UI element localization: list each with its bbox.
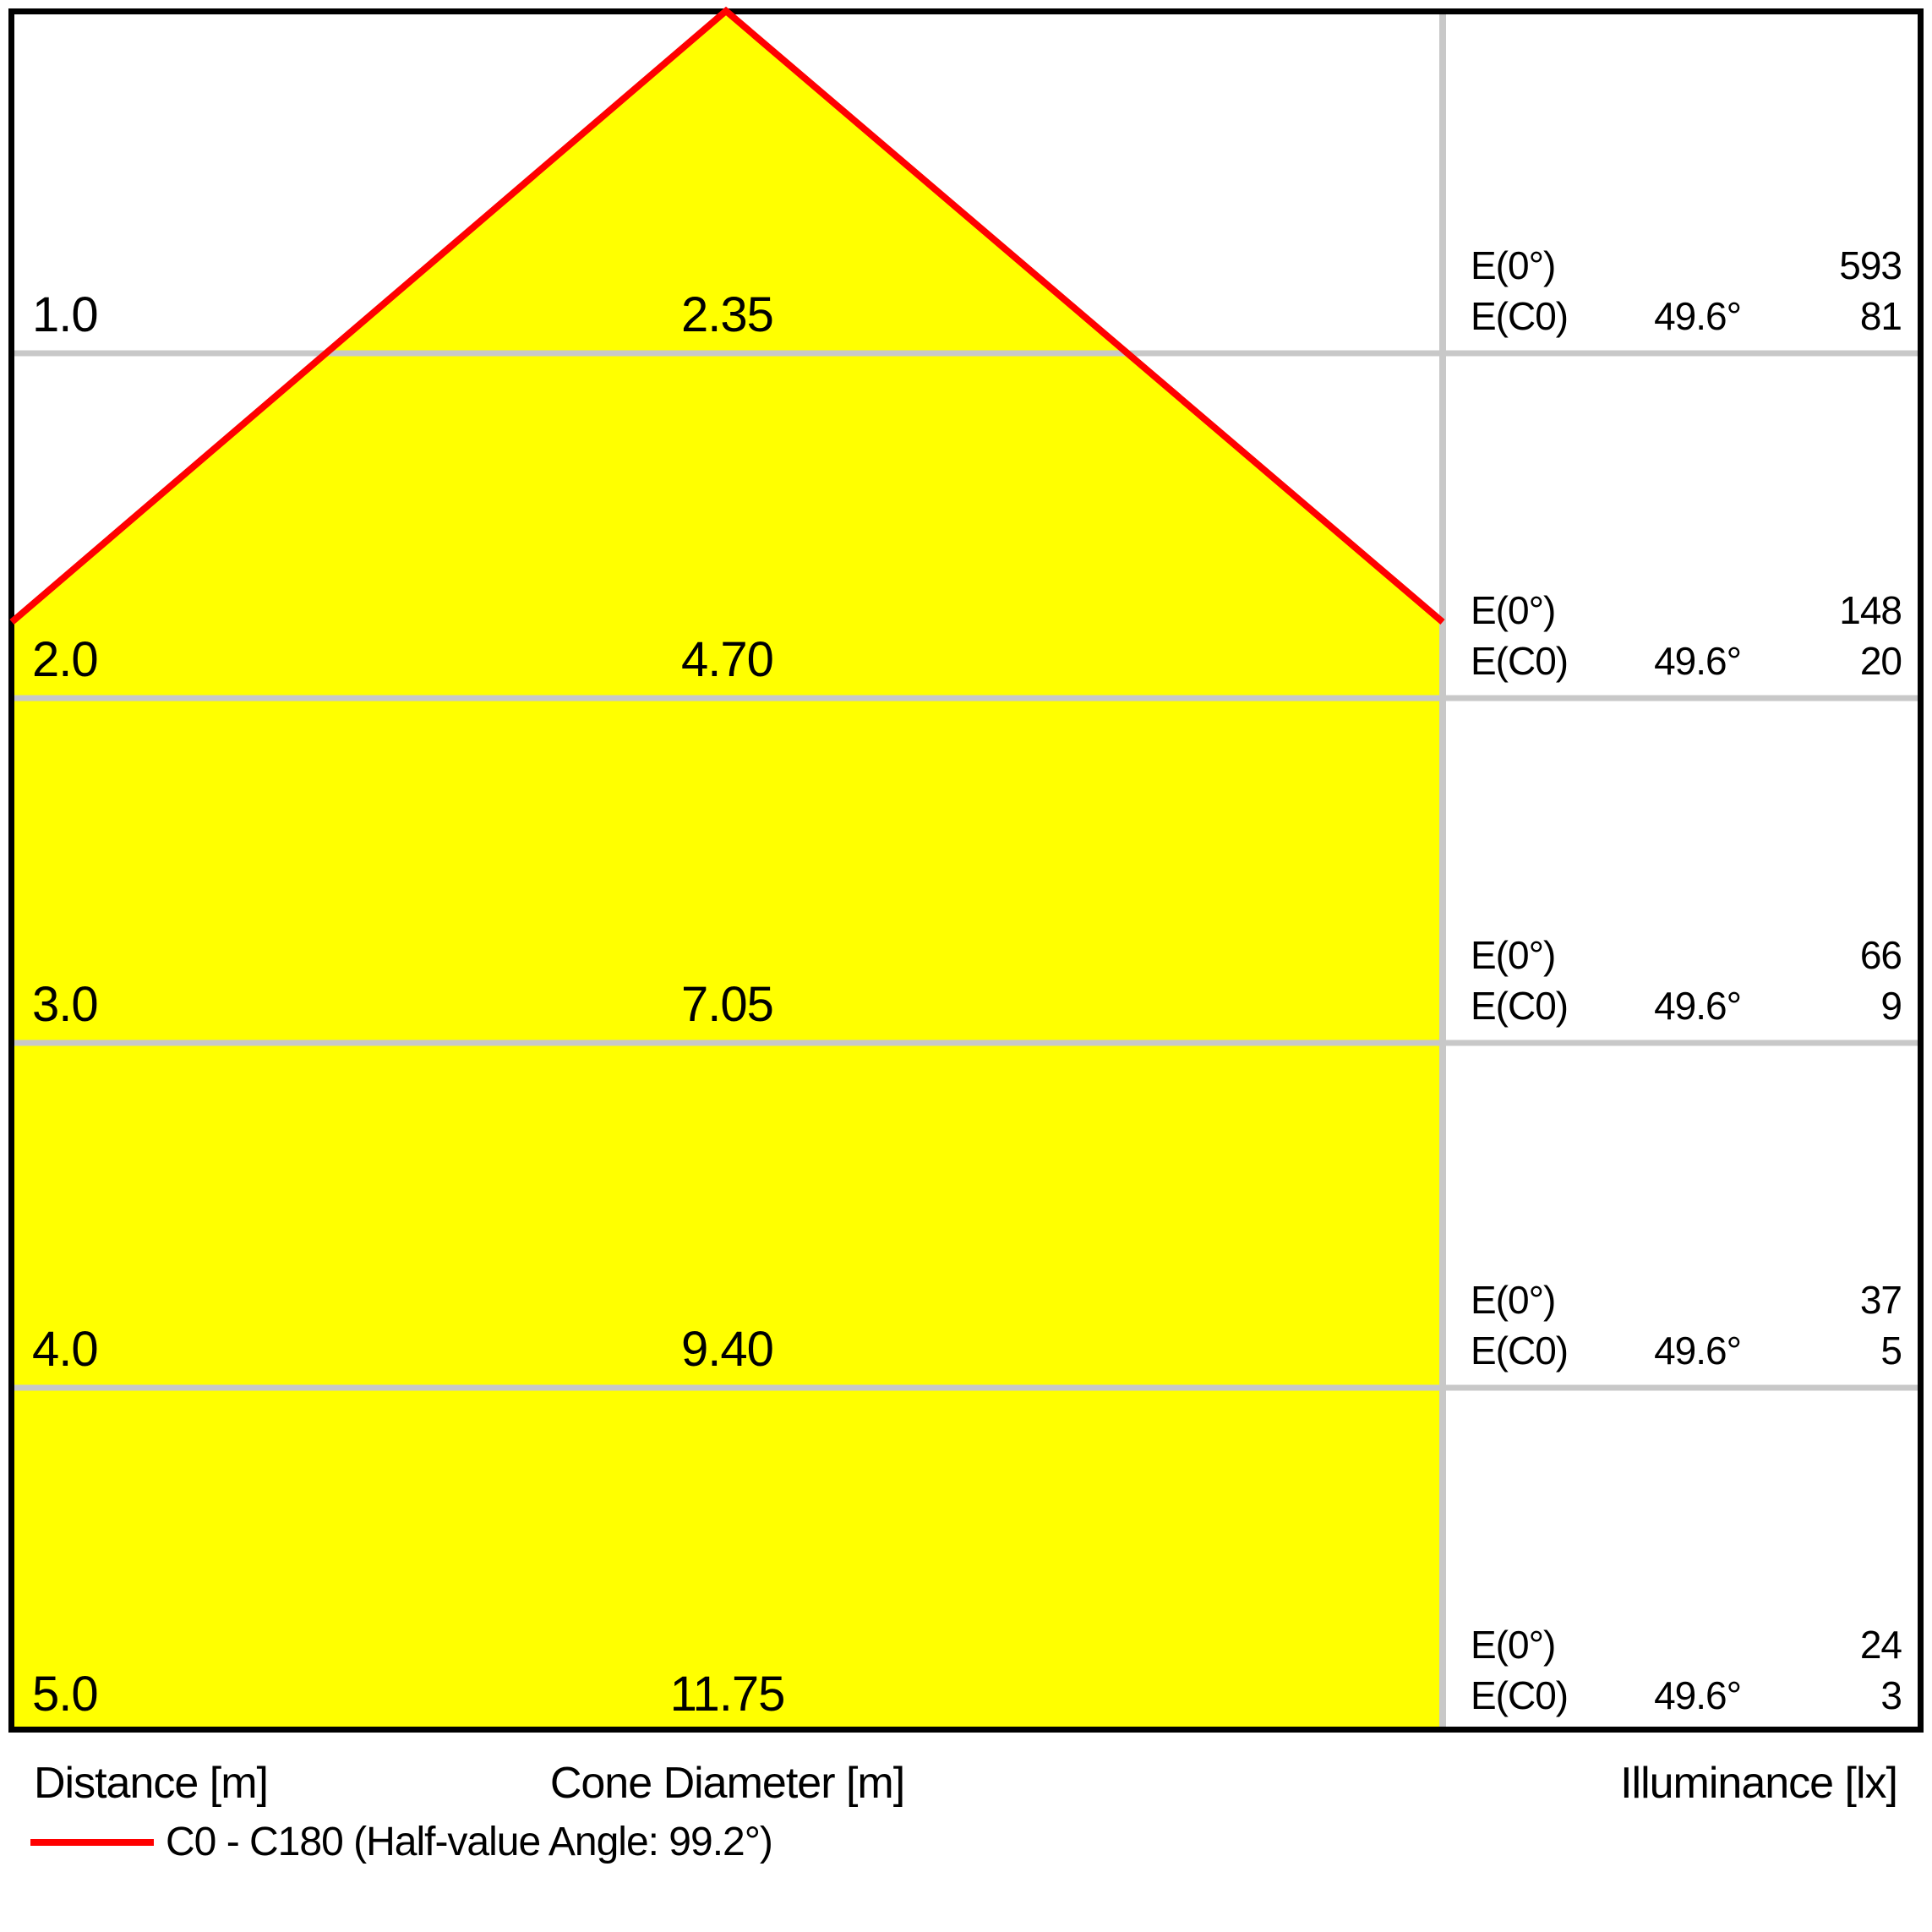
ec0-label: E(C0) bbox=[1471, 294, 1569, 338]
e0-angle bbox=[1614, 1619, 1741, 1670]
illuminance-cell-2: E(0°) 148 E(C0) 49.6° 20 bbox=[1446, 353, 1918, 698]
e0-value: 24 bbox=[1859, 1623, 1902, 1667]
ec0-angle: 49.6° bbox=[1654, 639, 1742, 683]
distance-label: 2.0 bbox=[32, 632, 99, 687]
ec0-angle: 49.6° bbox=[1654, 984, 1742, 1028]
e0-line: E(0°) 148 bbox=[1471, 585, 1902, 636]
cone-row-4: 4.0 9.40 bbox=[12, 1043, 1443, 1388]
e0-value: 148 bbox=[1839, 588, 1902, 632]
e0-angle bbox=[1614, 1274, 1741, 1325]
ec0-label: E(C0) bbox=[1471, 639, 1569, 683]
e0-label: E(0°) bbox=[1471, 588, 1556, 632]
ec0-label: E(C0) bbox=[1471, 984, 1569, 1028]
cone-diameter-label: 9.40 bbox=[681, 1322, 774, 1377]
ec0-line: E(C0) 49.6° 5 bbox=[1471, 1325, 1902, 1376]
cone-diameter-label: 11.75 bbox=[669, 1667, 786, 1722]
legend-label: C0 - C180 (Half-value Angle: 99.2°) bbox=[166, 1820, 773, 1864]
cone-panel: 1.0 2.35 2.0 4.70 3.0 7.05 4.0 9.40 5.0 … bbox=[12, 8, 1443, 1733]
ec0-angle: 49.6° bbox=[1654, 294, 1742, 338]
beam-boundary-line bbox=[9, 6, 1445, 625]
e0-angle bbox=[1614, 585, 1741, 636]
e0-line: E(0°) 24 bbox=[1471, 1619, 1902, 1670]
illuminance-panel: E(0°) 593 E(C0) 49.6° 81 E(0°) 148 E(C0)… bbox=[1446, 8, 1918, 1733]
cone-diameter-label: 4.70 bbox=[681, 632, 774, 687]
cone-diameter-label: 2.35 bbox=[681, 287, 774, 342]
e0-label: E(0°) bbox=[1471, 243, 1556, 287]
cone-diameter-label: 7.05 bbox=[681, 977, 774, 1032]
ec0-line: E(C0) 49.6° 3 bbox=[1471, 1670, 1902, 1721]
cone-row-3: 3.0 7.05 bbox=[12, 698, 1443, 1043]
e0-label: E(0°) bbox=[1471, 1623, 1556, 1667]
ec0-value: 9 bbox=[1880, 984, 1902, 1028]
light-cone-fill bbox=[12, 11, 1443, 1729]
ec0-angle: 49.6° bbox=[1654, 1329, 1742, 1373]
ec0-label: E(C0) bbox=[1471, 1329, 1569, 1373]
cone-row-2: 2.0 4.70 bbox=[12, 353, 1443, 698]
illuminance-cell-5: E(0°) 24 E(C0) 49.6° 3 bbox=[1446, 1388, 1918, 1733]
ec0-label: E(C0) bbox=[1471, 1673, 1569, 1717]
ec0-value: 5 bbox=[1880, 1329, 1902, 1373]
legend: C0 - C180 (Half-value Angle: 99.2°) bbox=[30, 1819, 773, 1866]
e0-label: E(0°) bbox=[1471, 933, 1556, 977]
ec0-value: 20 bbox=[1859, 639, 1902, 683]
e0-angle bbox=[1614, 930, 1741, 980]
legend-red-line-swatch bbox=[30, 1839, 154, 1846]
illuminance-cell-3: E(0°) 66 E(C0) 49.6° 9 bbox=[1446, 698, 1918, 1043]
cone-diameter-column-header: Cone Diameter [m] bbox=[549, 1759, 905, 1808]
table-border bbox=[8, 8, 1924, 1733]
cone-row-5: 5.0 11.75 bbox=[12, 1388, 1443, 1733]
ec0-line: E(C0) 49.6° 81 bbox=[1471, 291, 1902, 341]
distance-column-header: Distance [m] bbox=[34, 1759, 269, 1808]
distance-label: 1.0 bbox=[32, 287, 99, 342]
e0-value: 593 bbox=[1839, 243, 1902, 287]
e0-value: 37 bbox=[1859, 1278, 1902, 1322]
ec0-line: E(C0) 49.6° 20 bbox=[1471, 636, 1902, 686]
distance-label: 5.0 bbox=[32, 1667, 99, 1722]
e0-line: E(0°) 593 bbox=[1471, 240, 1902, 291]
e0-value: 66 bbox=[1859, 933, 1902, 977]
ec0-angle: 49.6° bbox=[1654, 1673, 1742, 1717]
cone-row-1: 1.0 2.35 bbox=[12, 8, 1443, 353]
illuminance-cell-4: E(0°) 37 E(C0) 49.6° 5 bbox=[1446, 1043, 1918, 1388]
e0-line: E(0°) 66 bbox=[1471, 930, 1902, 980]
e0-label: E(0°) bbox=[1471, 1278, 1556, 1322]
e0-angle bbox=[1614, 240, 1741, 291]
e0-line: E(0°) 37 bbox=[1471, 1274, 1902, 1325]
illuminance-column-header: Illuminance [lx] bbox=[1620, 1759, 1898, 1808]
distance-label: 3.0 bbox=[32, 977, 99, 1032]
ec0-line: E(C0) 49.6° 9 bbox=[1471, 980, 1902, 1031]
illuminance-cell-1: E(0°) 593 E(C0) 49.6° 81 bbox=[1446, 8, 1918, 353]
ec0-value: 3 bbox=[1880, 1673, 1902, 1717]
distance-label: 4.0 bbox=[32, 1322, 99, 1377]
ec0-value: 81 bbox=[1859, 294, 1902, 338]
